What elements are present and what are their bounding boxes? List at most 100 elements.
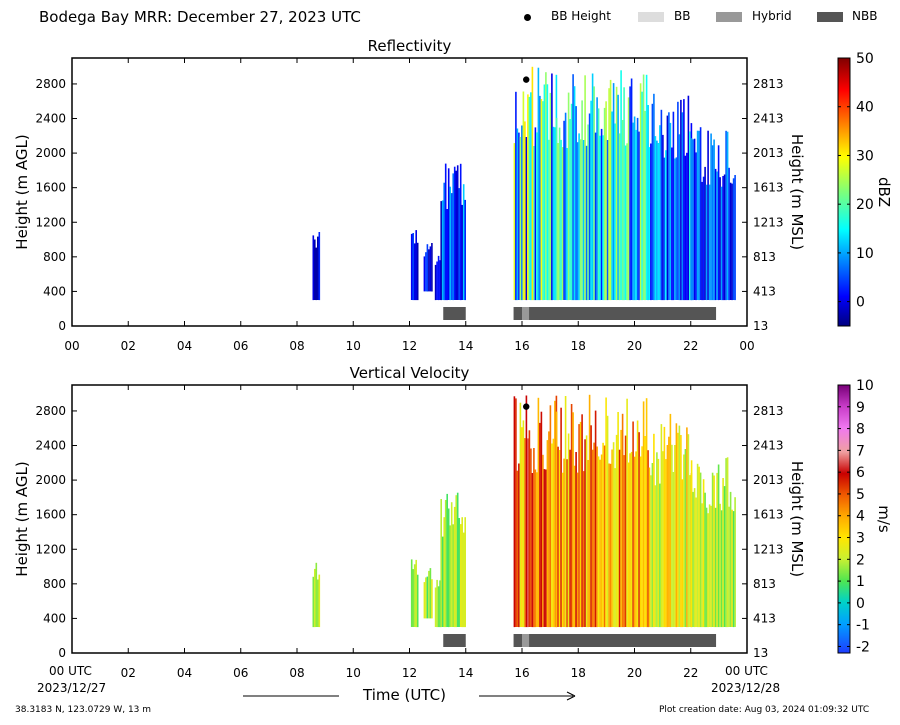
heatmap-cell (606, 140, 609, 301)
heatmap-segment (440, 163, 466, 301)
y-tick-right-label: 2013 (753, 473, 784, 487)
rain-type-bar (443, 634, 466, 647)
heatmap-cell (666, 115, 669, 301)
heatmap-cell (530, 92, 532, 301)
heatmap-cell (513, 396, 516, 628)
x-tick-label: 10 (346, 339, 361, 353)
heatmap-cell (581, 100, 583, 301)
heatmap-cell (638, 432, 640, 628)
heatmap-cell (636, 420, 639, 628)
x-tick-label: 16 (514, 666, 529, 680)
y-axis-right-label: Height (m MSL) (788, 461, 806, 577)
heatmap-cell (516, 128, 519, 301)
heatmap-cell (584, 439, 586, 627)
heatmap-cell (575, 452, 577, 628)
heatmap-cell (531, 66, 534, 301)
heatmap-cell (614, 468, 616, 628)
heatmap-cell (462, 532, 465, 628)
heatmap-cell (428, 570, 430, 619)
heatmap-cell (578, 133, 580, 301)
heatmap-cell (596, 446, 598, 628)
y-tick-right-label: 2813 (753, 77, 784, 91)
heatmap-cell (558, 127, 561, 300)
heatmap-cell (551, 443, 553, 627)
heatmap-cell (651, 103, 654, 300)
heatmap-cell (315, 562, 318, 627)
heatmap-cell (572, 412, 574, 627)
heatmap-cell (521, 427, 523, 627)
heatmap-cell (593, 86, 595, 301)
heatmap-cell (732, 178, 735, 300)
legend-swatch-icon (716, 12, 742, 22)
heatmap-cell (317, 236, 319, 300)
heatmap-cell (431, 579, 433, 619)
heatmap-cell (531, 473, 534, 628)
heatmap-cell (582, 140, 585, 301)
colorbar-tick-label: 1 (856, 574, 865, 590)
heatmap-cell (461, 517, 463, 628)
heatmap-cell (450, 502, 453, 627)
x-tick-label: 02 (121, 339, 136, 353)
heatmap-cell (446, 493, 448, 627)
heatmap-cell (533, 146, 535, 301)
bb-height-marker (523, 403, 530, 410)
heatmap-cell (620, 70, 622, 300)
heatmap-cell (519, 136, 522, 301)
heatmap-cell (708, 184, 711, 301)
x-tick-label: 04 (177, 666, 192, 680)
heatmap-cell (626, 143, 628, 301)
colorbar-tick-label: 20 (856, 197, 874, 213)
heatmap-cell (714, 168, 717, 301)
heatmap-cell (566, 148, 568, 301)
y-tick-label: 1600 (35, 508, 66, 522)
heatmap-cell (642, 401, 645, 628)
heatmap-cell (587, 124, 589, 301)
heatmap-cell (654, 485, 657, 627)
heatmap-cell (645, 398, 648, 628)
heatmap-segment (434, 255, 441, 301)
heatmap-segment (648, 413, 693, 628)
heatmap-cell (441, 536, 444, 627)
heatmap-cell (612, 83, 615, 300)
colorbar-tick-label: 0 (856, 596, 865, 612)
y-tick-label: 2400 (35, 439, 66, 453)
heatmap-cell (723, 174, 726, 301)
y-tick-right-label: 813 (753, 250, 776, 264)
heatmap-cell (314, 239, 316, 300)
heatmap-cell (415, 230, 417, 301)
heatmap-cell (651, 463, 654, 628)
heatmap-cell (567, 92, 570, 301)
heatmap-cell (681, 479, 684, 628)
heatmap-segment (312, 562, 321, 628)
colorbar-tick-label: 5 (856, 487, 865, 503)
heatmap-cell (428, 249, 430, 292)
x-tick-label: 20 (627, 339, 642, 353)
heatmap-cell (579, 139, 582, 301)
heatmap-cell (318, 232, 321, 301)
heatmap-cell (443, 182, 445, 301)
x-start-date: 2023/12/27 (37, 681, 107, 695)
y-tick-label: 400 (43, 284, 66, 298)
heatmap-cell (716, 171, 718, 300)
heatmap-cell (699, 472, 702, 628)
y-tick-right-label: 1613 (753, 181, 784, 195)
y-tick-label: 800 (43, 250, 66, 264)
heatmap-cell (647, 105, 649, 301)
x-tick-label: 10 (346, 666, 361, 680)
heatmap-cell (443, 517, 445, 628)
heatmap-cell (684, 155, 687, 301)
heatmap-cell (725, 130, 727, 301)
heatmap-cell (702, 176, 705, 301)
heatmap-cell (665, 150, 667, 300)
heatmap-cell (666, 445, 669, 628)
heatmap-cell (412, 569, 414, 627)
heatmap-cell (698, 466, 700, 628)
heatmap-cell (597, 108, 600, 301)
heatmap-cell (312, 576, 315, 628)
colorbar-tick-label: 40 (856, 100, 874, 116)
heatmap-cell (603, 107, 606, 301)
heatmap-cell (699, 127, 702, 300)
heatmap-cell (602, 442, 604, 628)
heatmap-cell (440, 499, 442, 628)
heatmap-cell (552, 438, 555, 628)
